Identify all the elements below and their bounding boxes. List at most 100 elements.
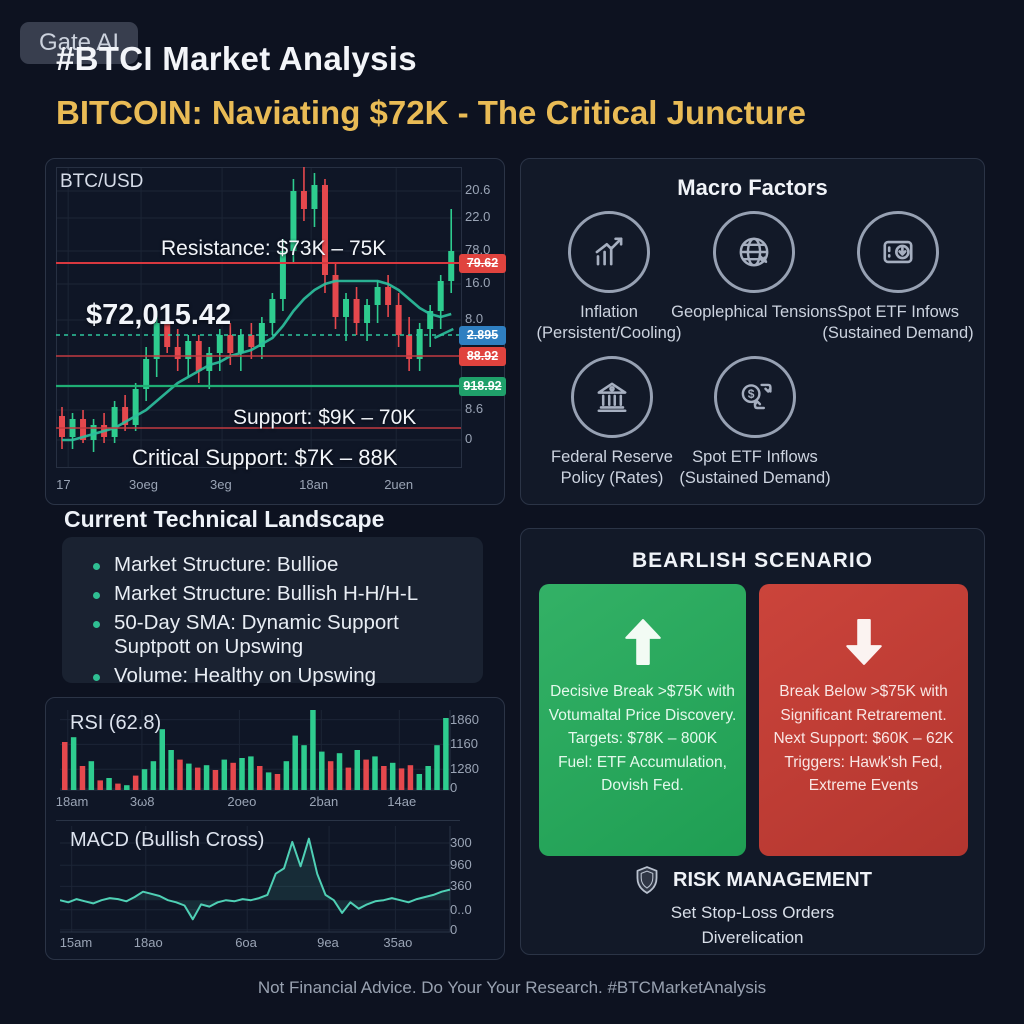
macd-label: MACD (Bullish Cross) (70, 829, 265, 851)
scenario-title: BEARLISH SCENARIO (631, 549, 874, 572)
y-axis-tick: 20.6 (465, 182, 491, 197)
bullet-text: 50-Day SMA: Dynamic Support (114, 610, 399, 634)
macro-factors-panel: Macro Factors Inflation (Persistent/Cool… (520, 158, 985, 505)
macd-x-label: 18ao (133, 935, 163, 950)
macd-y-tick: 0 (450, 921, 458, 937)
rsi-y-tick: 0 (450, 780, 458, 796)
divider (56, 820, 460, 821)
macro-item-label: Spot ETF Inflows (692, 448, 818, 466)
bullet-text: Volume: Healthy on Upswing (114, 663, 377, 687)
macd-y-tick: 0..0 (450, 901, 472, 917)
list-item: Market Structure: Bullioe (62, 550, 483, 579)
price-level-badge: 79.62 (459, 253, 506, 273)
y-axis-tick: 78.0 (465, 242, 491, 257)
x-axis-label: 3eg (210, 477, 232, 492)
bank-icon (571, 356, 653, 438)
y-axis-tick: 22.0 (465, 209, 491, 224)
y-axis-tick: 8.0 (465, 311, 484, 326)
macro-item-geopolitical: Geoplephical Tensions (668, 211, 840, 323)
macro-factors-title: Macro Factors (677, 175, 828, 200)
rsi-x-label: 3ω8 (129, 794, 155, 809)
y-axis-tick: 0 (465, 431, 473, 446)
list-item: Volume: Healthy on Upswing (62, 661, 483, 690)
macro-item-inflation: Inflation (Persistent/Cooling) (523, 211, 695, 343)
current-price-annotation: $72,015.42 (86, 299, 232, 331)
critical-support-annotation: Critical Support: $7K – 88K (132, 445, 398, 470)
indicators-panel: RSI (62.8) MACD (Bullish Cross) 1860 1160… (45, 697, 505, 960)
x-axis-label: 17 (56, 477, 71, 492)
macro-item-sublabel: (Sustained Demand) (822, 323, 974, 342)
macro-item-sublabel: (Sustained Demand) (679, 468, 831, 487)
bullet-dot (93, 620, 100, 628)
scenario-panel: BEARLISH SCENARIO Decisive Break >$75K w… (520, 528, 985, 955)
candlestick-chart (56, 167, 462, 468)
bullish-card: Decisive Break >$75K with Votumaltal Pri… (539, 584, 746, 856)
technical-landscape-list: Market Structure: Bullioe Market Structu… (62, 537, 483, 687)
macro-item-label: Inflation (580, 303, 638, 321)
bullet-text: Market Structure: Bullioe (114, 552, 339, 576)
price-chart-panel: BTC/USD Resistance: $73K – 75K $72,015.4… (45, 158, 506, 505)
macro-item-label: Spot ETF Infows (837, 303, 959, 321)
page-title: #BTCI Market Analysis (56, 40, 417, 77)
macro-item-etf-inflows: Spot ETF Infows (Sustained Demand) (812, 211, 984, 343)
macro-item-label: Geoplephical Tensions (671, 303, 837, 321)
arrow-down-icon (845, 619, 882, 665)
macd-line-chart (60, 826, 451, 933)
price-level-badge: 88.92 (459, 346, 506, 366)
macd-y-tick: 300 (450, 834, 472, 850)
macd-x-label: 6oa (235, 935, 257, 950)
technical-landscape-heading: Current Technical Landscape (64, 506, 385, 532)
rsi-y-tick: 1160 (450, 736, 478, 752)
symbol-label: BTC/USD (60, 171, 144, 192)
bearish-card-text: Break Below >$75K with Significant Retra… (773, 683, 954, 795)
macro-item-sublabel: (Persistent/Cooling) (536, 323, 682, 342)
rsi-x-label: 14ae (387, 794, 417, 809)
y-axis-tick: 16.0 (465, 275, 491, 290)
arrow-up-icon (624, 619, 661, 665)
dollar-swap-icon: $ (714, 356, 796, 438)
support-annotation: Support: $9K – 70K (233, 406, 417, 429)
shield-icon (636, 866, 658, 894)
price-level-badge: 918.92 (459, 376, 506, 396)
etf-inflow-icon (857, 211, 939, 293)
rsi-x-label: 18am (55, 794, 89, 809)
y-axis-tick: 8.6 (465, 401, 484, 416)
bullish-card-text: Decisive Break >$75K with Votumaltal Pri… (548, 683, 737, 795)
resistance-annotation: Resistance: $73K – 75K (161, 237, 387, 260)
rsi-label: RSI (62.8) (70, 712, 162, 734)
rsi-x-label: 2ban (309, 794, 339, 809)
disclaimer-footer: Not Financial Advice. Do Your Your Resea… (257, 978, 767, 997)
bullet-dot (93, 673, 100, 681)
bullet-text: Market Structure: Bullish H-H/H-L (114, 581, 419, 605)
bullet-dot (93, 562, 100, 570)
macro-item-federal-reserve: Federal Reserve Policy (Rates) (526, 356, 698, 488)
macd-y-tick: 360 (450, 878, 472, 894)
globe-icon (713, 211, 795, 293)
bullet-dot (93, 591, 100, 599)
bearish-card: Break Below >$75K with Significant Retra… (759, 584, 968, 856)
svg-text:$: $ (748, 387, 755, 401)
macd-x-label: 15am (59, 935, 93, 950)
risk-line-diversification: Diverelication (701, 928, 804, 947)
rsi-y-tick: 1280 (450, 761, 479, 777)
macro-item-sublabel: Policy (Rates) (560, 468, 664, 487)
macd-x-label: 35ao (383, 935, 413, 950)
bullet-text-line2: Suptpott on Upswing (114, 634, 304, 658)
rsi-x-label: 2oeo (227, 794, 257, 809)
risk-management-title: RISK MANAGEMENT (673, 868, 872, 891)
macd-x-label: 9ea (317, 935, 339, 950)
price-level-badge: 2.895 (459, 325, 506, 345)
chart-up-icon (568, 211, 650, 293)
x-axis-label: 18an (299, 477, 329, 492)
risk-management-header: RISK MANAGEMENT (521, 865, 984, 895)
list-item: 50-Day SMA: Dynamic Support Suptpott on … (62, 608, 483, 661)
page-subtitle: BITCOIN: Naviating $72K - The Critical J… (56, 94, 806, 131)
macro-item-label: Federal Reserve (551, 448, 673, 466)
macro-item-spot-etf: $ Spot ETF Inflows (Sustained Demand) (669, 356, 841, 488)
rsi-bar-chart (60, 710, 451, 791)
risk-line-stop-loss: Set Stop-Loss Orders (670, 903, 835, 922)
rsi-y-tick: 1860 (450, 711, 479, 727)
x-axis-label: 2uen (384, 477, 414, 492)
list-item: Market Structure: Bullish H-H/H-L (62, 579, 483, 608)
